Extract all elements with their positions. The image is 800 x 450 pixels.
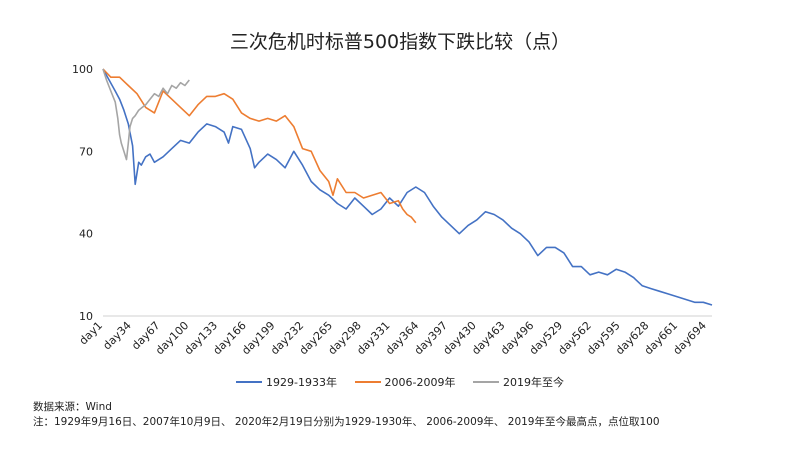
legend-item-2006[interactable]: 2006-2009年 (354, 374, 456, 390)
series-line-1 (102, 68, 417, 224)
x-tick-labels: day1day34day67day100day133day166day199da… (77, 319, 709, 357)
detail-note: 注：1929年9月16日、2007年10月9日、 2020年2月19日分别为19… (33, 416, 660, 428)
y-tick-labels: 10 40 70 100 (72, 63, 93, 323)
y-tick-label: 10 (79, 310, 93, 323)
legend-label-2006: 2006-2009年 (384, 376, 456, 389)
legend-label-1929: 1929-1933年 (266, 376, 337, 389)
y-tick-label: 70 (79, 145, 93, 158)
series-line-2 (102, 68, 190, 161)
chart-title: 三次危机时标普500指数下跌比较（点） (229, 31, 571, 53)
legend-item-2019[interactable]: 2019年至今 (472, 374, 564, 390)
legend-swatch-2006 (354, 381, 381, 383)
x-tick-label: day34 (100, 319, 133, 352)
y-tick-label: 100 (72, 63, 93, 76)
y-tick-label: 40 (79, 228, 93, 241)
series-line-0 (102, 68, 713, 306)
legend-swatch-1929 (236, 381, 263, 383)
legend-label-2019: 2019年至今 (502, 376, 564, 389)
source-note: 数据来源：Wind (33, 401, 112, 413)
legend-item-1929[interactable]: 1929-1933年 (236, 374, 337, 390)
legend-swatch-2019 (472, 381, 499, 383)
series-layer (102, 68, 713, 306)
chart-legend: 1929-1933年 2006-2009年 2019年至今 (0, 373, 800, 390)
